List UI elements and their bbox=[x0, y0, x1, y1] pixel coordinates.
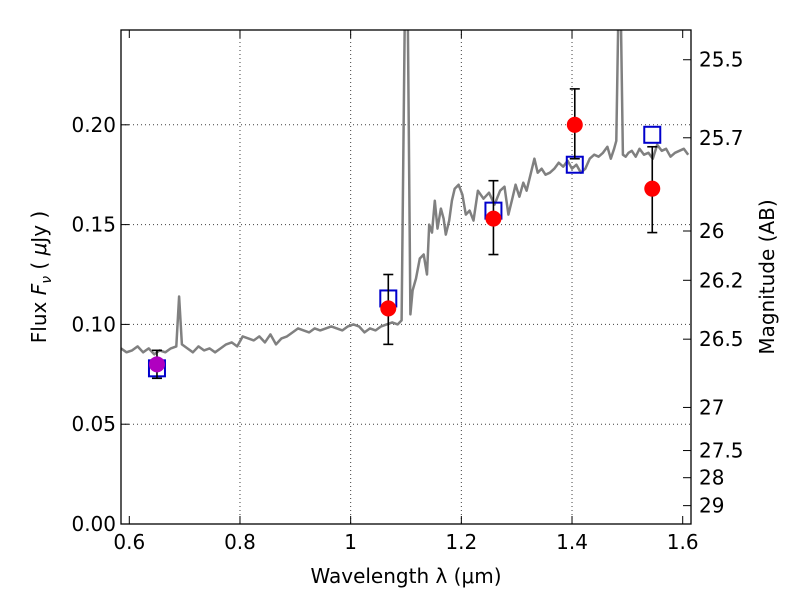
observed-point-marker bbox=[485, 210, 502, 227]
x-tick-label: 0.8 bbox=[224, 530, 256, 554]
y-tick-label: 0.00 bbox=[71, 512, 116, 536]
special-point-marker bbox=[148, 356, 165, 373]
y2-axis-label: Magnitude (AB) bbox=[755, 199, 779, 354]
grid-lines bbox=[121, 30, 691, 524]
mag-tick-label: 27.5 bbox=[699, 439, 744, 463]
axis-ticks: 0.6 0.8 1 1.2 1.4 1.6 0.00 0.05 0.10 0.15 0.20 25.5… bbox=[71, 30, 744, 554]
observed-point-marker bbox=[566, 116, 583, 133]
plot-frame bbox=[120, 29, 692, 525]
mag-tick-label: 25.5 bbox=[699, 48, 744, 72]
y-tick-label: 0.15 bbox=[71, 213, 116, 237]
mag-tick-label: 26.2 bbox=[699, 268, 744, 292]
y-tick-label: 0.05 bbox=[71, 412, 116, 436]
x-tick-label: 0.6 bbox=[113, 530, 145, 554]
model-square-marker bbox=[643, 125, 662, 144]
x-axis-label: Wavelength λ (μm) bbox=[310, 564, 501, 588]
spectrum-line bbox=[121, 30, 690, 356]
y-tick-label: 0.10 bbox=[71, 312, 116, 336]
mag-tick-label: 26 bbox=[699, 219, 724, 243]
y-axis-label: Flux Fν ( μJy ) bbox=[27, 211, 55, 343]
y-tick-label: 0.20 bbox=[71, 113, 116, 137]
mag-tick-label: 25.7 bbox=[699, 126, 744, 150]
mag-tick-label: 29 bbox=[699, 494, 724, 518]
mag-tick-label: 26.5 bbox=[699, 327, 744, 351]
observed-point-marker bbox=[644, 180, 661, 197]
x-tick-label: 1.6 bbox=[667, 530, 699, 554]
observed-point-marker bbox=[380, 300, 397, 317]
mag-tick-label: 27 bbox=[699, 395, 724, 419]
mag-tick-label: 28 bbox=[699, 466, 724, 490]
x-tick-label: 1.4 bbox=[556, 530, 588, 554]
x-tick-label: 1.2 bbox=[445, 530, 477, 554]
plot-area bbox=[121, 30, 690, 380]
x-tick-label: 1 bbox=[344, 530, 357, 554]
